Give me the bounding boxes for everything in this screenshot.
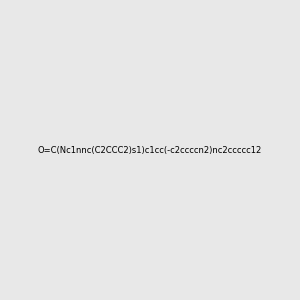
Text: O=C(Nc1nnc(C2CCC2)s1)c1cc(-c2ccccn2)nc2ccccc12: O=C(Nc1nnc(C2CCC2)s1)c1cc(-c2ccccn2)nc2c…	[38, 146, 262, 154]
